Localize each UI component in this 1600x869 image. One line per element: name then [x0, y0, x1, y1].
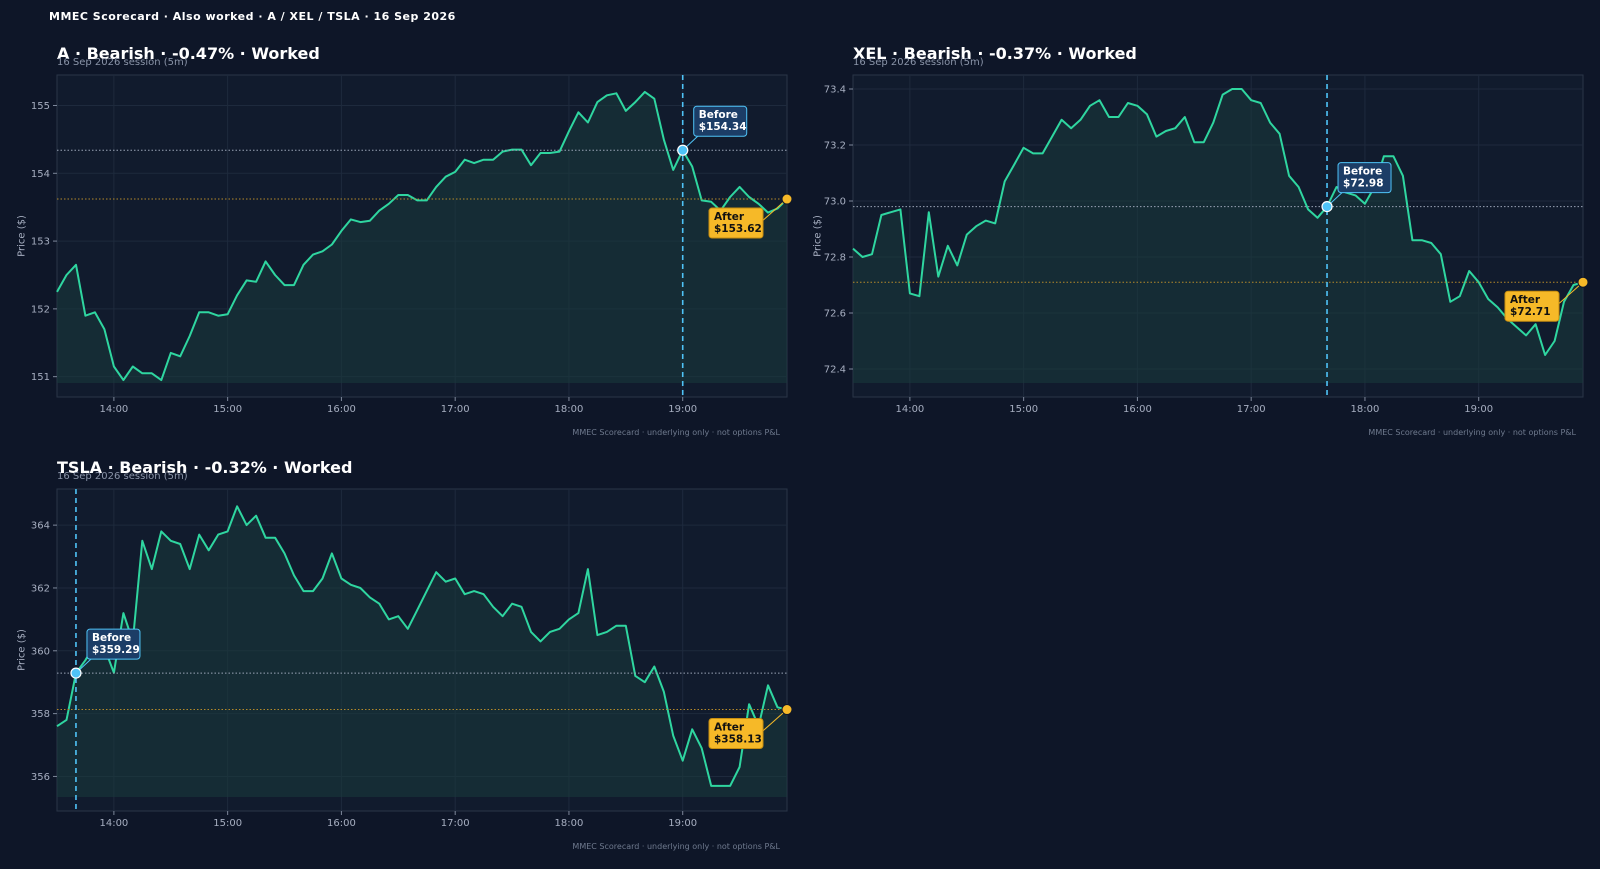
- x-tick-label: 16:00: [327, 404, 356, 415]
- y-tick-label: 360: [31, 646, 50, 657]
- x-tick-label: 19:00: [668, 818, 697, 829]
- y-tick-label: 364: [31, 521, 50, 532]
- price-area: [57, 506, 787, 797]
- x-tick-label: 15:00: [213, 404, 242, 415]
- price-line: [852, 88, 1584, 356]
- after-callout-box: [708, 718, 764, 750]
- after-callout-label: After: [714, 722, 745, 734]
- before-marker: [70, 667, 82, 679]
- chart-subtitle: 16 Sep 2026 session (5m): [57, 471, 188, 482]
- x-tick-label: 17:00: [1237, 404, 1266, 415]
- after-callout-label: After: [1510, 294, 1541, 306]
- before-callout-label: Before: [1343, 166, 1382, 178]
- y-tick-label: 151: [31, 372, 50, 383]
- after-marker: [1577, 276, 1589, 288]
- chart-svg: 151 152 153 154 155 14:00 15:00 16:00 17:00 18:00…: [31, 74, 793, 415]
- chart-title: TSLA · Bearish · -0.32% · Worked: [57, 458, 353, 477]
- x-tick-label: 15:00: [1009, 404, 1038, 415]
- y-tick-label: 73.4: [824, 85, 846, 96]
- x-tick-label: 17:00: [441, 818, 470, 829]
- before-callout-box: [693, 105, 748, 137]
- after-callout-connector: [760, 198, 788, 223]
- after-callout-value: $358.13: [714, 734, 762, 746]
- y-tick-label: 73.0: [824, 197, 846, 208]
- after-callout-value: $153.62: [714, 223, 762, 235]
- after-callout-value: $72.71: [1510, 306, 1551, 318]
- x-tick-label: 18:00: [555, 818, 584, 829]
- x-tick-label: 14:00: [99, 818, 128, 829]
- before-callout-label: Before: [699, 109, 738, 121]
- y-tick-label: 356: [31, 772, 50, 783]
- chart-panel-a: A · Bearish · -0.47% · Worked 16 Sep 202…: [0, 0, 800, 437]
- price-line: [56, 90, 788, 382]
- x-tick-label: 16:00: [327, 818, 356, 829]
- price-area: [853, 89, 1583, 383]
- x-tick-label: 18:00: [1351, 404, 1380, 415]
- y-tick-label: 362: [31, 583, 50, 594]
- after-callout-box: [708, 207, 764, 239]
- x-tick-label: 15:00: [213, 818, 242, 829]
- y-tick-label: 72.8: [824, 253, 846, 264]
- chart-panel-tsla: TSLA · Bearish · -0.32% · Worked 16 Sep …: [0, 414, 800, 851]
- chart-svg: 356 358 360 362 364 14:00 15:00 16:00 17:00 18:00…: [31, 488, 793, 829]
- before-marker: [1321, 201, 1333, 213]
- chart-footer: MMEC Scorecard · underlying only · not o…: [1368, 428, 1576, 437]
- chart-panel-xel: XEL · Bearish · -0.37% · Worked 16 Sep 2…: [796, 0, 1596, 437]
- price-line: [56, 505, 788, 787]
- chart-subtitle: 16 Sep 2026 session (5m): [853, 57, 984, 68]
- x-tick-label: 17:00: [441, 404, 470, 415]
- before-callout-box: [86, 628, 141, 660]
- x-tick-label: 14:00: [895, 404, 924, 415]
- y-tick-label: 358: [31, 709, 50, 720]
- before-marker: [677, 144, 689, 156]
- after-callout-connector: [1556, 281, 1584, 306]
- y-tick-label: 155: [31, 101, 50, 112]
- after-callout-label: After: [714, 211, 745, 223]
- chart-footer: MMEC Scorecard · underlying only · not o…: [572, 842, 780, 851]
- x-tick-label: 18:00: [555, 404, 584, 415]
- x-tick-label: 19:00: [668, 404, 697, 415]
- after-callout-connector: [760, 709, 788, 733]
- y-tick-label: 153: [31, 237, 50, 248]
- x-tick-label: 19:00: [1464, 404, 1493, 415]
- before-callout-label: Before: [92, 632, 131, 644]
- before-callout-value: $154.34: [699, 121, 747, 133]
- chart-footer: MMEC Scorecard · underlying only · not o…: [572, 428, 780, 437]
- x-tick-label: 14:00: [99, 404, 128, 415]
- y-tick-label: 73.2: [824, 141, 846, 152]
- chart-svg: 72.4 72.6 72.8 73.0 73.2 73.4 14:00 15:00 16:00 1…: [824, 74, 1589, 415]
- chart-subtitle: 16 Sep 2026 session (5m): [57, 57, 188, 68]
- chart-title: A · Bearish · -0.47% · Worked: [57, 44, 320, 63]
- y-tick-label: 72.4: [824, 365, 846, 376]
- after-marker: [781, 704, 793, 716]
- price-area: [57, 91, 787, 384]
- y-tick-label: 152: [31, 304, 50, 315]
- before-callout-value: $359.29: [92, 644, 140, 656]
- after-callout-box: [1504, 290, 1560, 322]
- before-callout-box: [1337, 162, 1392, 194]
- chart-title: XEL · Bearish · -0.37% · Worked: [853, 44, 1137, 63]
- figure-title: MMEC Scorecard · Also worked · A / XEL /…: [49, 10, 456, 23]
- y-tick-label: 72.6: [824, 309, 846, 320]
- before-callout-value: $72.98: [1343, 178, 1384, 190]
- y-tick-label: 154: [31, 169, 50, 180]
- after-marker: [781, 193, 793, 205]
- x-tick-label: 16:00: [1123, 404, 1152, 415]
